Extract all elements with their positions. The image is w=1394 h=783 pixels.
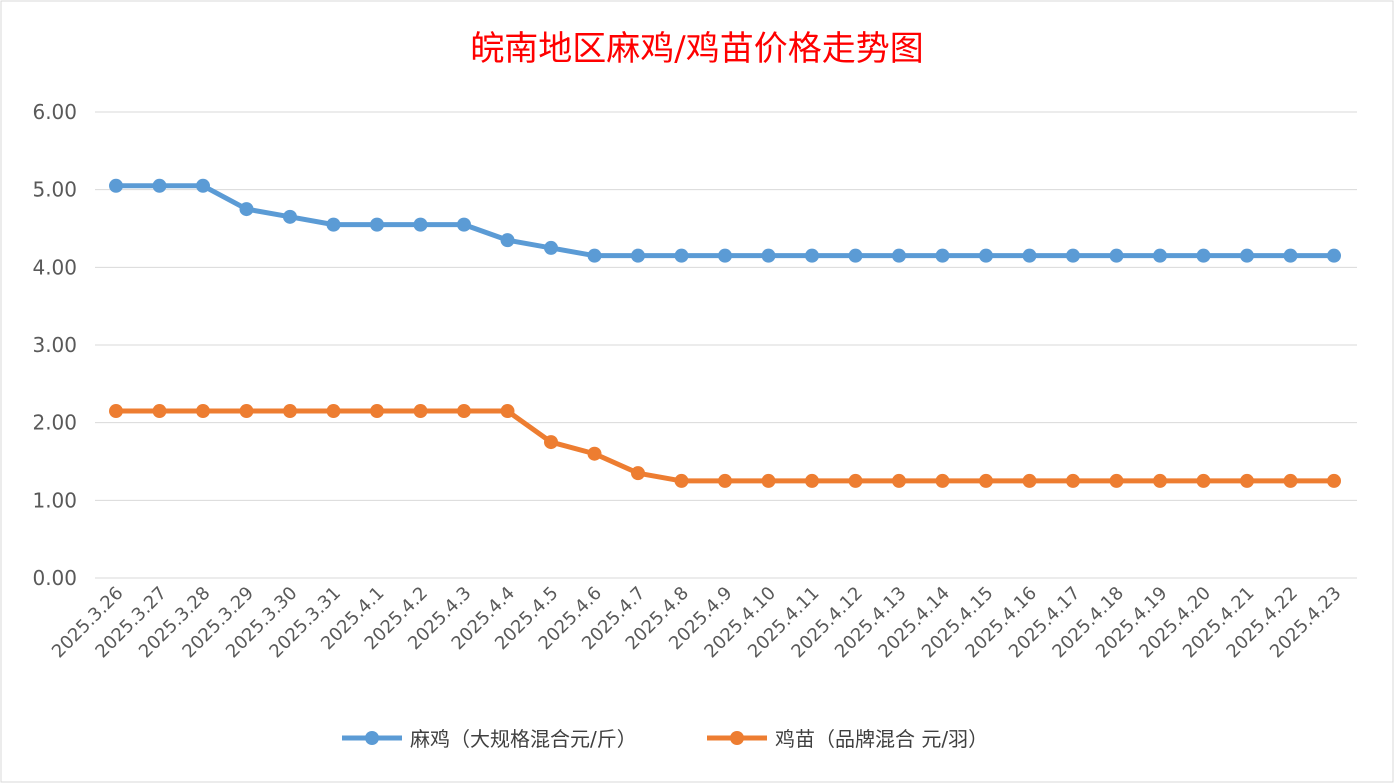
y-tick-label: 6.00 — [32, 100, 77, 124]
data-point — [1283, 473, 1298, 488]
data-point — [196, 178, 210, 193]
data-point — [1327, 473, 1341, 488]
data-point — [892, 473, 906, 488]
chart-title: 皖南地区麻鸡/鸡苗价格走势图 — [470, 29, 923, 69]
data-point — [413, 217, 428, 232]
data-point — [1283, 248, 1298, 263]
legend-swatch-marker — [730, 731, 744, 745]
data-point — [1240, 248, 1254, 263]
data-point — [326, 404, 341, 419]
y-tick-label: 0.00 — [32, 566, 77, 590]
data-point — [1109, 248, 1124, 263]
y-tick-label: 1.00 — [32, 488, 77, 512]
data-point — [152, 178, 167, 193]
data-point — [631, 466, 645, 481]
data-point — [500, 404, 515, 419]
data-point — [1066, 248, 1080, 263]
data-point — [979, 473, 993, 488]
y-tick-label: 2.00 — [32, 411, 77, 435]
data-point — [283, 209, 297, 224]
data-point — [631, 248, 645, 263]
data-point — [1240, 473, 1254, 488]
y-tick-label: 3.00 — [32, 333, 77, 357]
data-point — [892, 248, 906, 263]
data-point — [457, 217, 471, 232]
data-point — [1327, 248, 1341, 263]
legend-label: 鸡苗（品牌混合 元/羽） — [775, 727, 988, 751]
data-point — [1196, 248, 1211, 263]
data-point — [109, 404, 123, 419]
data-point — [1066, 473, 1080, 488]
data-point — [1022, 248, 1037, 263]
data-point — [935, 248, 950, 263]
y-tick-label: 5.00 — [32, 178, 77, 202]
legend-label: 麻鸡（大规格混合元/斤） — [410, 727, 637, 751]
data-point — [718, 473, 732, 488]
data-point — [544, 435, 558, 450]
data-point — [587, 248, 602, 263]
data-point — [761, 248, 776, 263]
data-point — [848, 473, 863, 488]
legend-swatch-marker — [365, 731, 379, 745]
series-1 — [109, 178, 1341, 263]
data-point — [848, 248, 863, 263]
data-point — [805, 473, 819, 488]
data-point — [239, 202, 254, 217]
data-point — [370, 217, 384, 232]
data-point — [805, 248, 819, 263]
legend-item: 麻鸡（大规格混合元/斤） — [342, 727, 637, 751]
data-point — [413, 404, 428, 419]
data-point — [500, 233, 515, 248]
legend-item: 鸡苗（品牌混合 元/羽） — [707, 727, 988, 751]
data-point — [674, 248, 689, 263]
data-point — [1109, 473, 1124, 488]
data-point — [1153, 473, 1167, 488]
gridlines — [95, 111, 1357, 579]
data-point — [1196, 473, 1211, 488]
series-2 — [109, 404, 1341, 488]
data-point — [152, 404, 167, 419]
data-point — [196, 404, 210, 419]
data-point — [370, 404, 384, 419]
data-point — [935, 473, 950, 488]
legend: 麻鸡（大规格混合元/斤） 鸡苗（品牌混合 元/羽） — [342, 727, 988, 751]
data-point — [283, 404, 297, 419]
data-point — [457, 404, 471, 419]
data-point — [979, 248, 993, 263]
y-tick-label: 4.00 — [32, 255, 77, 279]
data-point — [544, 240, 558, 255]
data-point — [718, 248, 732, 263]
series-layer — [109, 178, 1341, 488]
y-axis-ticks: 0.00 1.00 2.00 3.00 4.00 5.00 6.00 — [32, 100, 77, 590]
data-point — [109, 178, 123, 193]
data-point — [1022, 473, 1037, 488]
data-point — [587, 446, 602, 461]
data-point — [1153, 248, 1167, 263]
data-point — [239, 404, 254, 419]
data-point — [761, 473, 776, 488]
data-point — [674, 473, 689, 488]
data-point — [326, 217, 341, 232]
